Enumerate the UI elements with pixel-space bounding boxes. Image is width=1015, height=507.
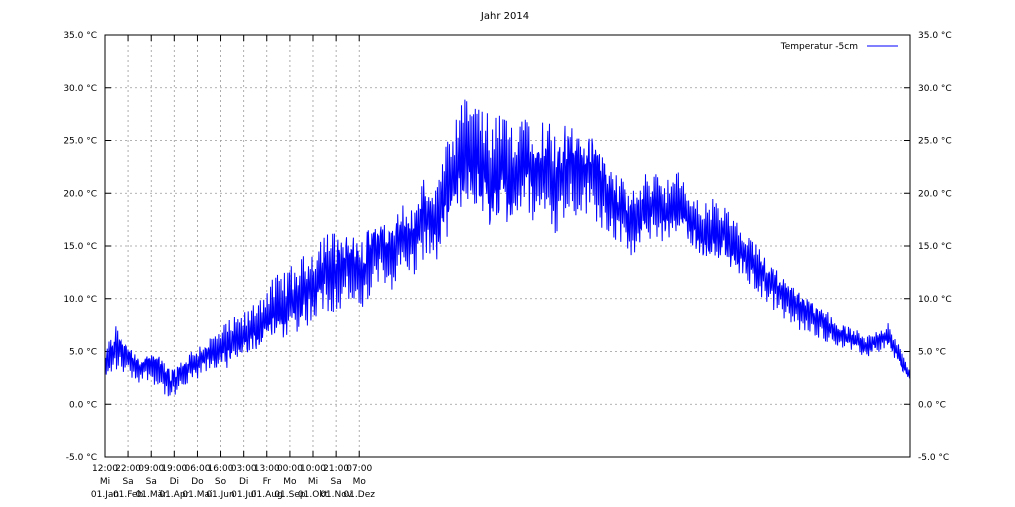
y-tick-label-left: -5.0 °C <box>66 453 97 463</box>
x-tick-label-time: 16:00 <box>208 464 234 474</box>
x-tick-label-weekday: Sa <box>331 477 342 487</box>
x-tick-label-weekday: Mo <box>283 477 297 487</box>
series-group <box>104 99 911 397</box>
x-tick-label-date: 01.Jul <box>231 490 256 500</box>
y-axis-left: -5.0 °C 0.0 °C 5.0 °C 10.0 °C 15.0 °C 20.0 °C… <box>63 31 111 463</box>
x-tick-label-date: 01.Nov <box>320 490 353 500</box>
y-tick-label-right: 25.0 °C <box>918 137 952 147</box>
x-tick-label-date: 01.Mär <box>136 490 168 500</box>
x-tick-label-weekday: Do <box>191 477 204 487</box>
x-tick-label-weekday: Mo <box>353 477 367 487</box>
x-tick-label-time: 07:00 <box>346 464 372 474</box>
x-tick-label-time: 00:00 <box>277 464 303 474</box>
y-tick-label-left: 20.0 °C <box>63 189 97 199</box>
y-tick-label-right: 20.0 °C <box>918 189 952 199</box>
y-tick-label-left: 5.0 °C <box>69 348 97 358</box>
y-tick-label-right: 5.0 °C <box>918 348 946 358</box>
x-tick-label-time: 06:00 <box>184 464 210 474</box>
x-axis: 12:00Mi01.Jan22:00Sa01.Feb09:00Sa01.Mär1… <box>91 35 375 500</box>
x-tick-label-weekday: Sa <box>122 477 133 487</box>
series-line-temperatur <box>104 99 911 397</box>
x-tick-label-weekday: Mi <box>100 477 110 487</box>
y-tick-label-left: 30.0 °C <box>63 84 97 94</box>
y-tick-label-right: 30.0 °C <box>918 84 952 94</box>
x-tick-label-weekday: So <box>215 477 227 487</box>
chart-title: Jahr 2014 <box>480 11 529 22</box>
grid <box>105 35 910 457</box>
x-tick-label-time: 19:00 <box>161 464 187 474</box>
x-tick-label-date: 01.Aug <box>251 490 283 500</box>
y-tick-label-right: 0.0 °C <box>918 400 946 410</box>
x-tick-label-time: 09:00 <box>138 464 164 474</box>
y-tick-label-right: -5.0 °C <box>918 453 949 463</box>
x-tick-label-date: 01.Apr <box>159 490 189 500</box>
x-tick-label-time: 21:00 <box>323 464 349 474</box>
y-tick-label-left: 15.0 °C <box>63 242 97 252</box>
y-tick-label-right: 15.0 °C <box>918 242 952 252</box>
x-tick-label-date: 01.Sep <box>274 490 306 500</box>
x-tick-label-time: 12:00 <box>92 464 118 474</box>
x-tick-label-date: 01.Feb <box>113 490 144 500</box>
y-tick-label-left: 0.0 °C <box>69 400 97 410</box>
x-tick-label-time: 13:00 <box>254 464 280 474</box>
y-tick-label-left: 35.0 °C <box>63 31 97 41</box>
y-tick-label-left: 25.0 °C <box>63 137 97 147</box>
x-tick-label-date: 01.Dez <box>343 490 375 500</box>
y-axis-right: -5.0 °C 0.0 °C 5.0 °C 10.0 °C 15.0 °C 20.0 °C… <box>904 31 952 463</box>
plot-frame <box>104 34 911 458</box>
x-tick-label-weekday: Di <box>239 477 248 487</box>
x-tick-label-weekday: Di <box>170 477 179 487</box>
x-tick-label-date: 01.Jan <box>91 490 119 500</box>
legend: Temperatur -5cm <box>780 42 898 52</box>
x-tick-label-weekday: Sa <box>146 477 157 487</box>
x-tick-label-date: 01.Jun <box>206 490 234 500</box>
x-tick-label-date: 01.Okt <box>298 490 329 500</box>
legend-label: Temperatur -5cm <box>780 42 858 52</box>
x-tick-label-weekday: Mi <box>308 477 318 487</box>
x-tick-label-weekday: Fr <box>263 477 272 487</box>
y-tick-label-left: 10.0 °C <box>63 295 97 305</box>
x-tick-label-date: 01.Mai <box>182 490 212 500</box>
x-tick-label-time: 03:00 <box>231 464 257 474</box>
y-tick-label-right: 35.0 °C <box>918 31 952 41</box>
y-tick-label-right: 10.0 °C <box>918 295 952 305</box>
x-tick-label-time: 22:00 <box>115 464 141 474</box>
x-tick-label-time: 10:00 <box>300 464 326 474</box>
